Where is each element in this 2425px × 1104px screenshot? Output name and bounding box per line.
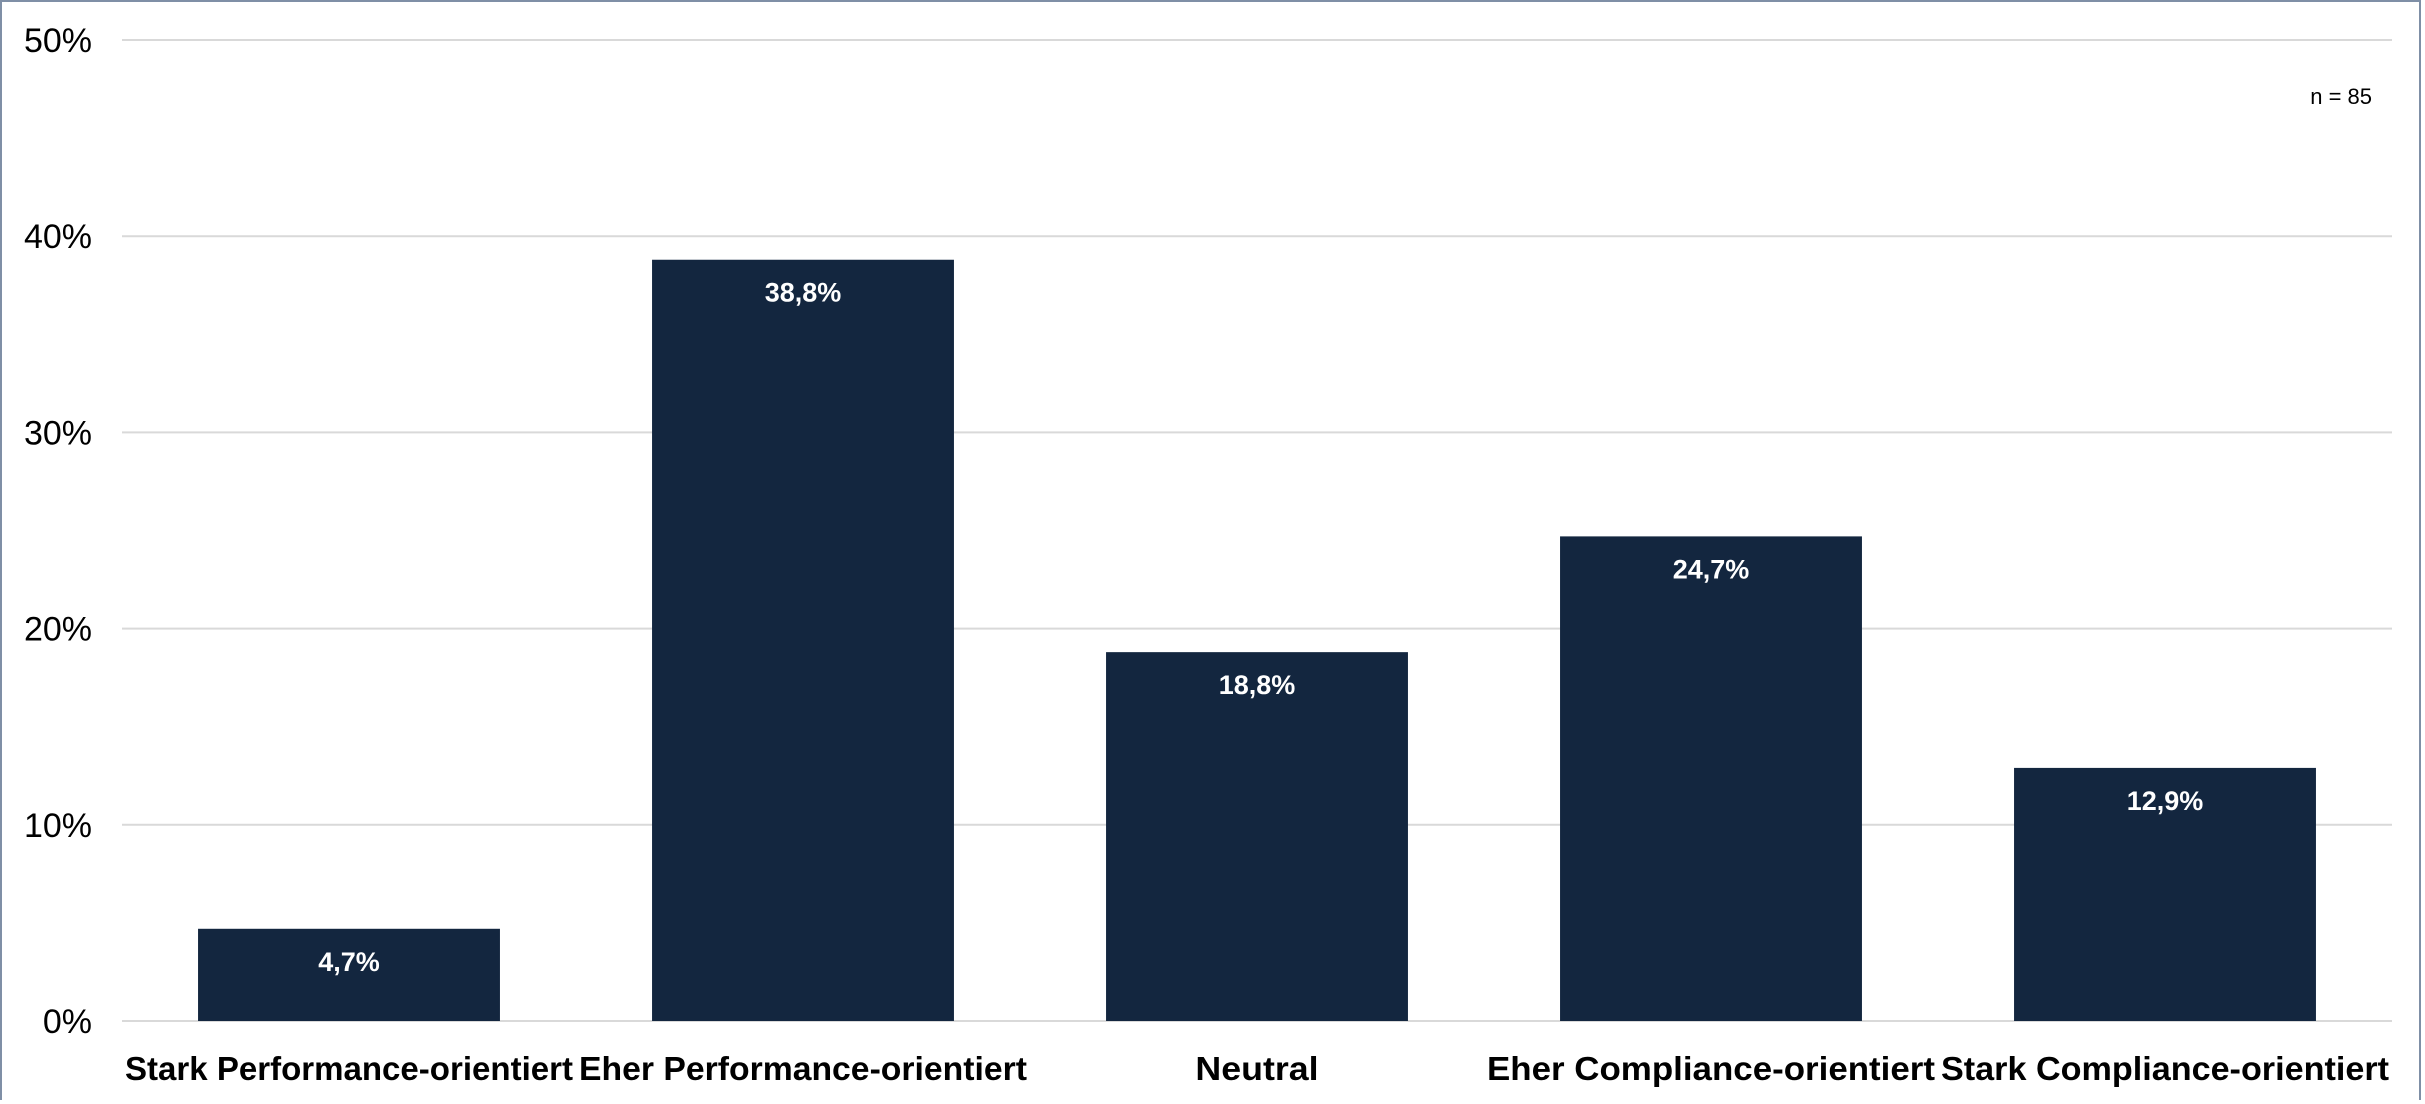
bar-data-label: 38,8% (765, 278, 842, 308)
bar-data-label: 24,7% (1673, 554, 1750, 584)
y-tick-label: 0% (43, 1003, 92, 1041)
bar (198, 928, 500, 1021)
y-tick-label: 30% (24, 414, 92, 452)
bar-data-label: 18,8% (1219, 670, 1296, 700)
x-axis-categories: Stark Performance-orientiert Eher Perform… (125, 1050, 2389, 1087)
bar-data-label: 12,9% (2127, 786, 2204, 816)
bars: 4,7% 38,8% 18,8% 24,7% 12,9% (198, 259, 2316, 1021)
x-category-label: Stark Compliance-orientiert (1941, 1050, 2389, 1087)
y-tick-label: 40% (24, 218, 92, 256)
y-tick-label: 20% (24, 611, 92, 649)
x-category-label: Neutral (1195, 1050, 1318, 1087)
bar (1106, 652, 1408, 1021)
x-category-label: Eher Performance-orientiert (579, 1050, 1027, 1087)
bar (652, 259, 954, 1021)
y-tick-label: 10% (24, 807, 92, 845)
sample-size-note: n = 85 (2310, 84, 2372, 109)
y-tick-label: 50% (24, 22, 92, 60)
x-category-label: Stark Performance-orientiert (125, 1050, 573, 1087)
gridlines (122, 39, 2392, 1022)
bar (1560, 536, 1862, 1021)
x-category-label: Eher Compliance-orientiert (1487, 1050, 1935, 1087)
bar (2014, 767, 2316, 1021)
bar-data-label: 4,7% (318, 947, 380, 977)
y-axis-ticks: 0% 10% 20% 30% 40% 50% (24, 22, 92, 1041)
